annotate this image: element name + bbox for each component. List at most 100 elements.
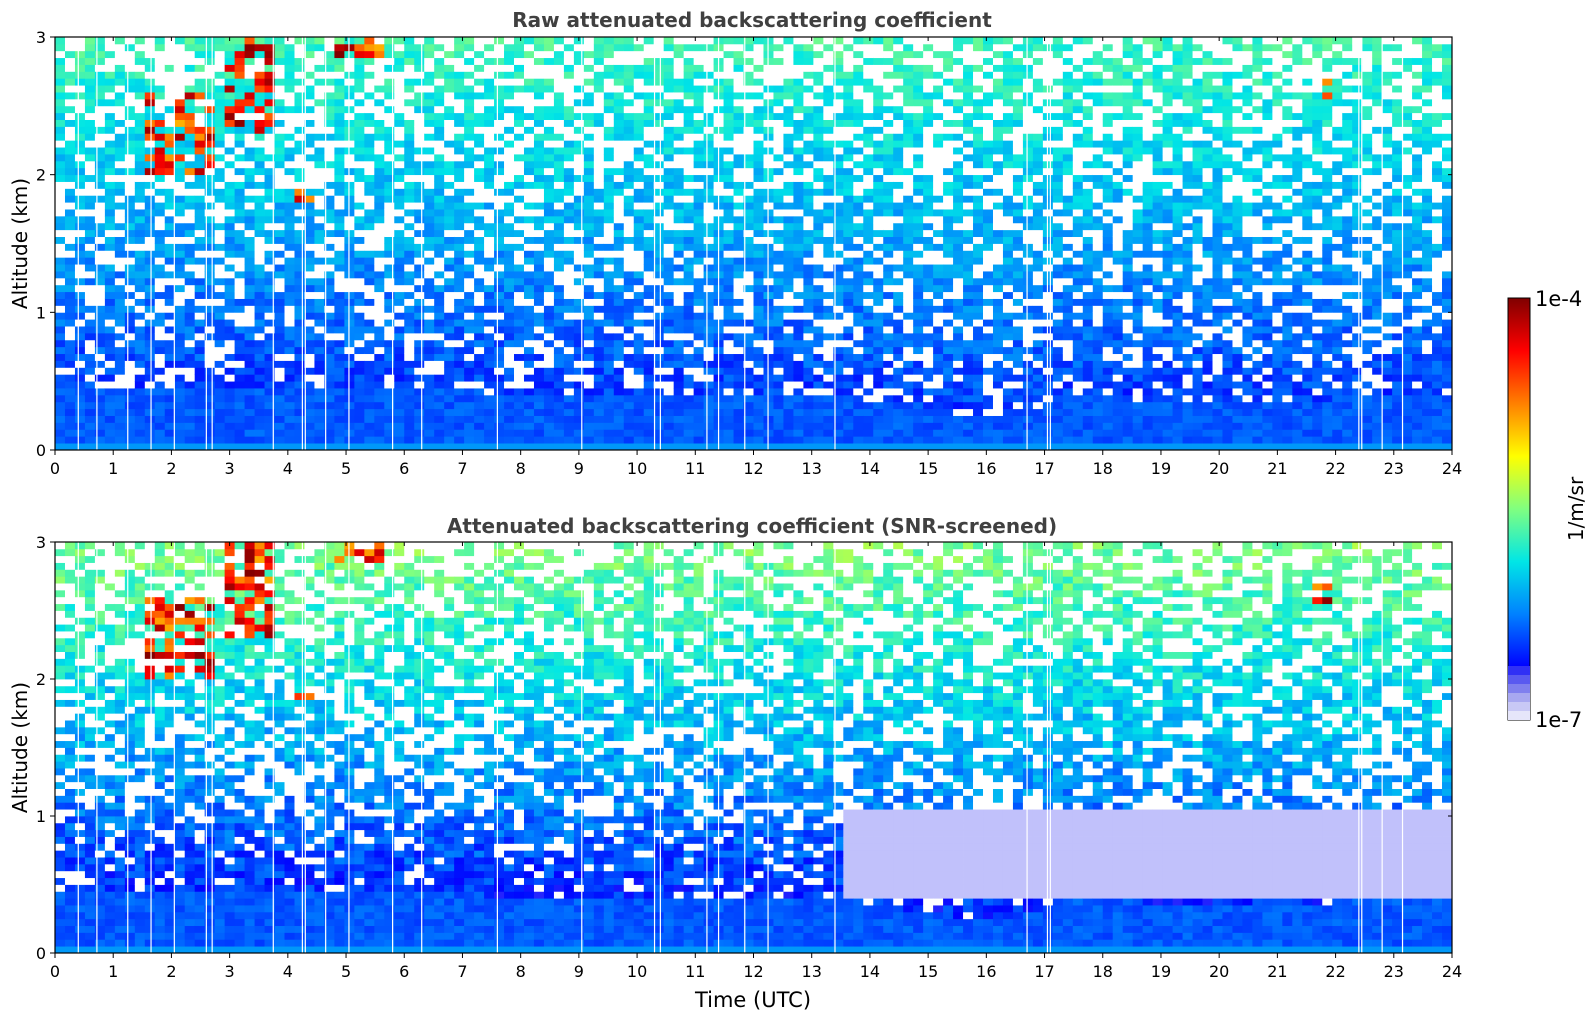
- heatmap-cell: [194, 332, 206, 341]
- heatmap-cell: [414, 78, 425, 86]
- heatmap-cell: [833, 436, 844, 444]
- heatmap-cell: [833, 298, 844, 306]
- heatmap-cell: [184, 37, 196, 45]
- heatmap-cell: [194, 140, 206, 148]
- heatmap-cell: [284, 277, 295, 286]
- heatmap-cell: [94, 229, 106, 238]
- heatmap-cell: [723, 422, 734, 430]
- heatmap-cell: [833, 332, 844, 341]
- heatmap-cell: [174, 443, 186, 451]
- heatmap-cell: [154, 174, 166, 182]
- heatmap-cell: [464, 50, 475, 59]
- heatmap-cell: [374, 257, 385, 265]
- heatmap-cell: [274, 332, 285, 341]
- heatmap-cell: [833, 126, 844, 134]
- heatmap-cell: [643, 332, 655, 341]
- heatmap-cell: [94, 209, 106, 217]
- heatmap-cell: [55, 167, 66, 176]
- heatmap-cell: [833, 284, 844, 293]
- heatmap-cell: [773, 126, 784, 134]
- heatmap-cell: [703, 85, 714, 93]
- heatmap-cell: [633, 326, 645, 334]
- heatmap-cell: [613, 119, 625, 127]
- heatmap-cell: [573, 202, 585, 210]
- heatmap-cell: [583, 374, 595, 382]
- heatmap-cell: [743, 367, 754, 375]
- heatmap-cell: [563, 326, 575, 334]
- heatmap-cell: [274, 298, 285, 306]
- heatmap-cell: [414, 264, 425, 272]
- heatmap-cell: [593, 236, 605, 244]
- heatmap-cell: [394, 71, 405, 79]
- heatmap-cell: [134, 401, 146, 410]
- heatmap-cell: [484, 195, 495, 203]
- heatmap-cell: [863, 236, 874, 244]
- heatmap-cell: [154, 222, 166, 231]
- heatmap-cell: [873, 257, 884, 265]
- heatmap-cell: [484, 284, 495, 293]
- heatmap-cell: [154, 319, 166, 327]
- heatmap-cell: [204, 215, 216, 224]
- heatmap-cell: [55, 353, 66, 361]
- heatmap-cell: [653, 305, 665, 313]
- heatmap-cell: [514, 174, 525, 182]
- heatmap-cell: [274, 360, 285, 368]
- heatmap-cell: [444, 236, 455, 244]
- heatmap-cell: [494, 291, 505, 299]
- heatmap-cell: [813, 346, 824, 355]
- heatmap-cell: [643, 284, 655, 293]
- heatmap-cell: [244, 43, 255, 52]
- heatmap-cell: [494, 264, 505, 272]
- heatmap-cell: [474, 92, 485, 100]
- heatmap-cell: [733, 388, 744, 396]
- heatmap-cell: [773, 57, 784, 65]
- heatmap-cell: [793, 291, 804, 299]
- heatmap-cell: [84, 229, 96, 238]
- heatmap-cell: [623, 374, 635, 382]
- heatmap-cell: [424, 381, 435, 389]
- heatmap-cell: [274, 50, 285, 59]
- heatmap-cell: [703, 133, 714, 141]
- heatmap-cell: [224, 422, 236, 430]
- heatmap-cell: [823, 222, 834, 231]
- heatmap-cell: [603, 271, 615, 279]
- heatmap-cell: [234, 147, 245, 155]
- heatmap-cell: [264, 250, 275, 258]
- heatmap-cell: [703, 64, 714, 72]
- heatmap-cell: [364, 250, 375, 258]
- heatmap-cell: [543, 160, 555, 169]
- heatmap-cell: [204, 160, 216, 169]
- heatmap-cell: [553, 126, 565, 134]
- heatmap-cell: [84, 222, 96, 231]
- heatmap-cell: [144, 436, 156, 444]
- heatmap-cell: [593, 264, 605, 272]
- heatmap-cell: [653, 326, 665, 334]
- heatmap-cell: [374, 422, 385, 430]
- heatmap-cell: [853, 140, 864, 148]
- heatmap-cell: [753, 105, 764, 114]
- heatmap-cell: [843, 174, 854, 182]
- heatmap-cell: [803, 422, 814, 430]
- heatmap-cell: [663, 243, 675, 251]
- heatmap-cell: [94, 243, 106, 251]
- heatmap-cell: [703, 277, 714, 286]
- heatmap-cell: [823, 64, 834, 72]
- heatmap-cell: [484, 326, 495, 334]
- heatmap-cell: [244, 271, 255, 279]
- heatmap-cell: [573, 367, 585, 375]
- heatmap-cell: [823, 133, 834, 141]
- heatmap-cell: [354, 339, 365, 348]
- heatmap-cell: [274, 181, 285, 189]
- heatmap-cell: [234, 202, 245, 210]
- heatmap-cell: [703, 215, 714, 224]
- heatmap-cell: [593, 181, 605, 189]
- heatmap-cell: [174, 112, 186, 120]
- heatmap-cell: [294, 112, 305, 120]
- heatmap-cell: [214, 50, 226, 59]
- heatmap-cell: [124, 443, 136, 451]
- heatmap-cell: [484, 202, 495, 210]
- heatmap-cell: [274, 443, 285, 451]
- heatmap-cell: [553, 408, 565, 416]
- heatmap-cell: [573, 319, 585, 327]
- heatmap-cell: [274, 222, 285, 231]
